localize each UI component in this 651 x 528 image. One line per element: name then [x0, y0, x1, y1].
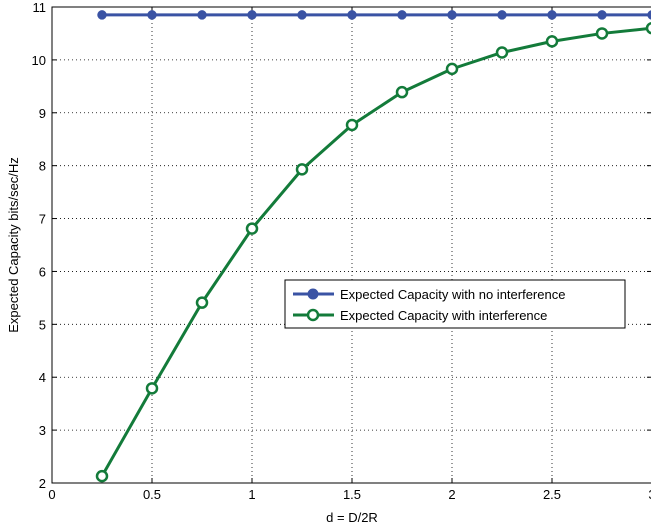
x-tick-label: 0.5 [143, 487, 161, 502]
legend-marker-no-interference [307, 288, 319, 300]
series-line-interference [100, 26, 651, 477]
x-axis-label: d = D/2R [326, 510, 378, 525]
legend-label-no-interference: Expected Capacity with no interference [340, 287, 565, 302]
data-point-interference [645, 21, 651, 35]
y-tick-label: 10 [32, 53, 46, 68]
data-point-interference [495, 46, 509, 59]
y-tick-label: 3 [39, 423, 46, 438]
x-tick-label: 2 [448, 487, 455, 502]
x-tick-label: 1 [248, 487, 255, 502]
plot-frame [51, 6, 651, 484]
y-tick-label: 5 [39, 317, 46, 332]
data-point-no-interference [447, 10, 457, 20]
data-point-interference [545, 35, 559, 48]
data-point-no-interference [147, 10, 157, 20]
data-point-no-interference [497, 10, 507, 20]
plot-area [52, 7, 651, 483]
data-point-interference [245, 222, 259, 235]
data-point-no-interference [297, 10, 307, 20]
x-tick-label: 2.5 [543, 487, 561, 502]
y-tick-label: 9 [39, 106, 46, 121]
data-point-interference [195, 296, 209, 309]
data-point-no-interference [247, 10, 257, 20]
x-tick-label: 0 [48, 487, 55, 502]
series-layer [95, 10, 651, 483]
data-point-interference [345, 118, 359, 132]
y-tick-label: 7 [39, 212, 46, 227]
data-point-no-interference [397, 10, 407, 20]
data-point-no-interference [347, 10, 357, 20]
data-point-interference [395, 85, 409, 99]
legend: Expected Capacity with no interference E… [284, 279, 626, 329]
data-point-no-interference [647, 10, 651, 20]
data-point-interference [595, 27, 609, 40]
y-tick-label: 4 [39, 370, 46, 385]
tick-labels: 0 0.5 1 1.5 2 2.5 3 2 3 4 5 6 7 8 9 10 11 [32, 0, 651, 502]
data-point-interference [145, 382, 159, 395]
data-point-interference [295, 163, 309, 176]
y-tick-label: 2 [39, 476, 46, 491]
legend-marker-interference [306, 308, 320, 322]
y-axis-label: Expected Capacity bits/sec/Hz [6, 157, 21, 333]
legend-label-interference: Expected Capacity with interference [340, 308, 547, 323]
data-point-interference [95, 469, 109, 483]
legend-box [284, 279, 626, 329]
x-tick-label: 3 [648, 487, 651, 502]
y-tick-label: 11 [33, 0, 47, 15]
data-point-no-interference [97, 10, 107, 20]
data-point-no-interference [547, 10, 557, 20]
y-tick-label: 6 [39, 264, 46, 279]
y-tick-label: 8 [39, 159, 46, 174]
data-point-no-interference [597, 10, 607, 20]
x-tick-label: 1.5 [343, 487, 361, 502]
data-point-no-interference [197, 10, 207, 20]
data-point-interference [445, 62, 459, 76]
